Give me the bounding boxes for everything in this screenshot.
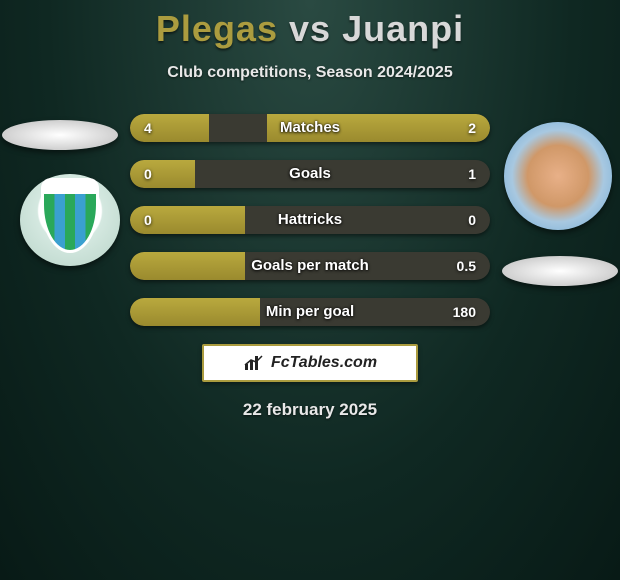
player1-club-badge [20, 174, 120, 266]
stat-label: Matches [130, 114, 490, 142]
title-player2: Juanpi [342, 8, 464, 49]
brand-badge: FcTables.com [202, 344, 418, 382]
player1-platform-ellipse [2, 120, 118, 150]
title-vs: vs [289, 8, 331, 49]
page-title: Plegas vs Juanpi [0, 0, 620, 50]
stat-row: 42Matches [130, 114, 490, 142]
date-text: 22 february 2025 [0, 400, 620, 420]
stat-label: Hattricks [130, 206, 490, 234]
stat-label: Goals per match [130, 252, 490, 280]
stat-label: Min per goal [130, 298, 490, 326]
stat-row: 0.5Goals per match [130, 252, 490, 280]
player2-photo [504, 122, 612, 230]
stat-row: 01Goals [130, 160, 490, 188]
club-shield-icon [41, 187, 99, 253]
title-player1: Plegas [156, 8, 278, 49]
stat-row: 00Hattricks [130, 206, 490, 234]
stat-label: Goals [130, 160, 490, 188]
player2-platform-ellipse [502, 256, 618, 286]
stat-row: 180Min per goal [130, 298, 490, 326]
subtitle: Club competitions, Season 2024/2025 [0, 64, 620, 82]
bar-chart-icon [243, 354, 265, 372]
brand-text: FcTables.com [271, 354, 377, 372]
